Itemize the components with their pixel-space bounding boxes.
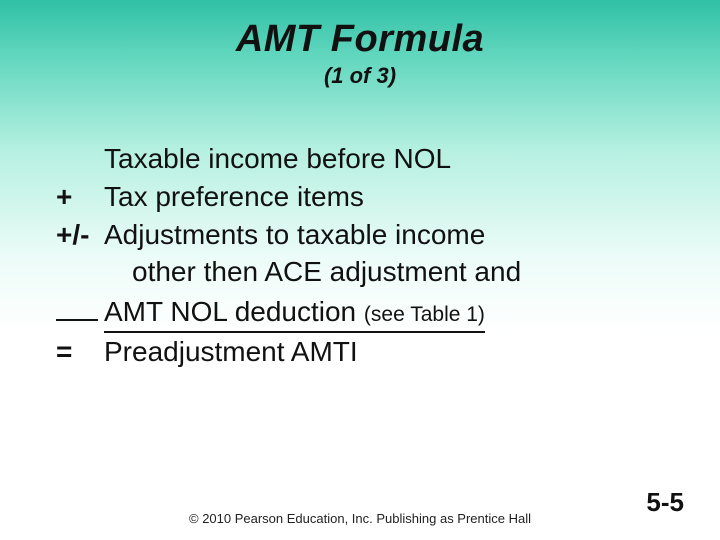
formula-line-2: + Tax preference items (56, 178, 680, 216)
formula-line-3: +/- Adjustments to taxable income (56, 216, 680, 254)
line-text: Tax preference items (104, 178, 680, 216)
copyright-footer: © 2010 Pearson Education, Inc. Publishin… (0, 511, 720, 526)
page-number: 5-5 (646, 487, 684, 518)
operator: = (56, 333, 104, 371)
line-text: Preadjustment AMTI (104, 333, 680, 371)
line-text-main: AMT NOL deduction (104, 296, 364, 327)
line-text: AMT NOL deduction (see Table 1) (104, 293, 680, 334)
operator (56, 291, 104, 330)
formula-line-6: = Preadjustment AMTI (56, 333, 680, 371)
formula-line-5: AMT NOL deduction (see Table 1) (56, 291, 680, 333)
slide-title: AMT Formula (0, 18, 720, 61)
slide-subtitle: (1 of 3) (0, 63, 720, 89)
line-text: Adjustments to taxable income (104, 216, 680, 254)
title-block: AMT Formula (1 of 3) (0, 0, 720, 89)
line-text-note: (see Table 1) (364, 303, 485, 326)
line-text: Taxable income before NOL (104, 140, 680, 178)
operator: + (56, 178, 104, 216)
formula-body: Taxable income before NOL + Tax preferen… (56, 140, 680, 371)
formula-line-1: Taxable income before NOL (56, 140, 680, 178)
formula-line-4: other then ACE adjustment and (56, 253, 680, 291)
operator: +/- (56, 216, 104, 254)
line-text: other then ACE adjustment and (104, 253, 680, 291)
